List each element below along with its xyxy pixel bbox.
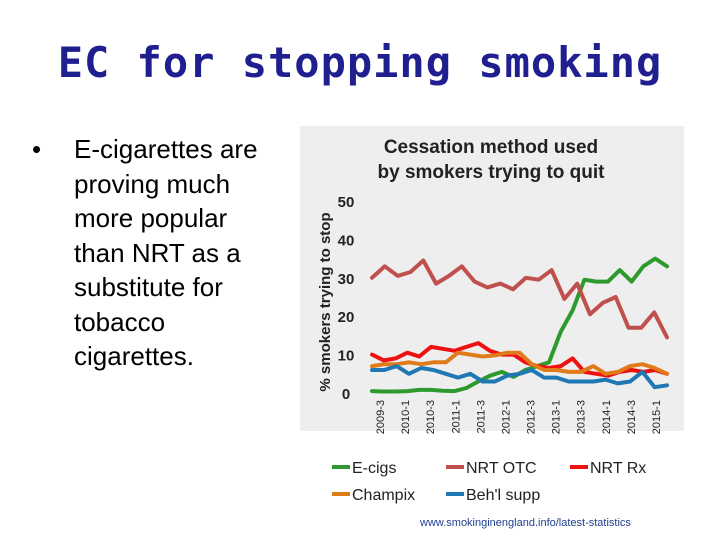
x-tick-label-2010-1: 2010-1 (400, 400, 412, 434)
slide-title: EC for stopping smoking (57, 38, 663, 87)
series-line-beh-l-supp (370, 364, 669, 390)
y-tick-label-50: 50 (338, 194, 355, 211)
legend-label-champix: Champix (352, 487, 415, 504)
legend-label-nrt-otc: NRT OTC (466, 460, 537, 477)
x-tick-label-2013-1: 2013-1 (551, 400, 563, 434)
bullet-text: E-cigarettes are proving much more popul… (74, 134, 258, 371)
chart-title-line-2: by smokers trying to quit (378, 162, 606, 183)
y-tick-label-0: 0 (342, 386, 350, 403)
source-link[interactable]: www.smokinginengland.info/latest-statist… (420, 517, 631, 529)
y-tick-label-40: 40 (338, 232, 355, 249)
chart-title-line-1: Cessation method used (384, 137, 598, 158)
y-tick-label-20: 20 (338, 309, 355, 326)
x-tick-label-2009-3: 2009-3 (375, 400, 387, 434)
x-tick-label-2015-1: 2015-1 (651, 400, 663, 434)
bullet-point: • E-cigarettes are proving much more pop… (28, 132, 290, 374)
x-tick-label-2014-3: 2014-3 (626, 400, 638, 434)
y-tick-label-10: 10 (338, 348, 355, 365)
series-line-champix (370, 350, 669, 376)
legend-label-e-cigs: E-cigs (352, 460, 396, 477)
y-axis-label: % smokers trying to stop (317, 212, 334, 391)
series-line-nrt-otc (370, 258, 669, 340)
x-tick-label-2011-1: 2011-1 (450, 400, 462, 433)
legend-label-nrt-rx: NRT Rx (590, 460, 646, 477)
x-tick-label-2013-3: 2013-3 (576, 400, 588, 434)
x-tick-label-2014-1: 2014-1 (601, 400, 613, 434)
bullet-dot-icon: • (32, 134, 42, 164)
x-tick-label-2012-3: 2012-3 (526, 400, 538, 434)
y-tick-label-30: 30 (338, 271, 355, 288)
x-tick-label-2010-3: 2010-3 (425, 400, 437, 434)
x-tick-label-2012-1: 2012-1 (500, 400, 512, 434)
legend-label-beh-l-supp: Beh'l supp (466, 487, 540, 504)
x-tick-label-2011-3: 2011-3 (475, 400, 487, 433)
